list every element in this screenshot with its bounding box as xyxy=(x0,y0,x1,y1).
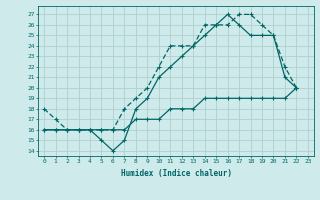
X-axis label: Humidex (Indice chaleur): Humidex (Indice chaleur) xyxy=(121,169,231,178)
